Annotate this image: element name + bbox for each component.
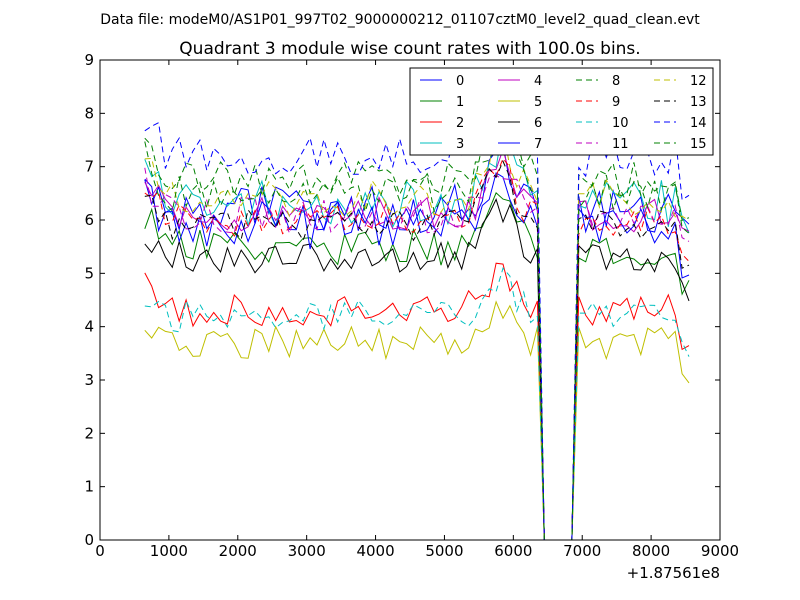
axis-ticks: 0 1000 2000 3000 4000 5000 6000 7000 8000 9000012… [84,51,739,560]
x-tick-label: 9000 [701,542,739,560]
x-tick-label: 2000 [219,542,257,560]
series-line-4 [144,147,690,541]
legend-label-7: 7 [534,137,542,152]
y-tick-label: 1 [84,478,94,496]
legend-label-0: 0 [456,74,464,89]
x-tick-label: 5000 [425,542,463,560]
y-tick-label: 3 [84,371,94,389]
y-tick-label: 0 [84,531,94,549]
x-tick-label: 3000 [288,542,326,560]
legend-label-5: 5 [534,95,542,110]
legend-frame [409,67,714,156]
y-tick-label: 7 [84,158,94,176]
series-line-13 [144,160,690,541]
legend-label-11: 11 [612,137,629,152]
chart-title: Quadrant 3 module wise count rates with … [179,39,640,59]
y-tick-label: 6 [84,211,94,229]
x-tick-label: 7000 [563,542,601,560]
series-line-1 [144,192,690,541]
legend-label-4: 4 [534,74,542,89]
legend-label-6: 6 [534,116,542,131]
series-line-6 [144,198,690,541]
legend-label-8: 8 [612,74,620,89]
plot-frame [99,59,721,541]
y-tick-label: 8 [84,104,94,122]
series-line-9 [144,157,690,541]
legend-label-14: 14 [690,116,707,131]
y-tick-label: 2 [84,424,94,442]
legend-label-1: 1 [456,95,464,110]
suptitle: Data file: modeM0/AS1P01_997T02_90000002… [100,12,700,28]
series-line-15 [144,119,690,541]
legend-label-2: 2 [456,116,464,131]
series-line-2 [144,262,690,541]
legend-label-3: 3 [456,137,464,152]
series-line-7 [144,172,690,541]
series-line-0 [144,142,690,541]
x-tick-label: 4000 [356,542,394,560]
y-tick-label: 5 [84,264,94,282]
legend-label-9: 9 [612,95,620,110]
plot-lines [144,93,690,541]
series-line-10 [144,267,690,541]
legend-label-10: 10 [612,116,629,131]
x-tick-label: 8000 [632,542,670,560]
x-tick-label: 0 [95,542,105,560]
x-tick-label: 6000 [494,542,532,560]
legend-label-15: 15 [690,137,707,152]
y-tick-label: 4 [84,318,94,336]
x-offset-label: +1.87561e8 [627,564,720,582]
y-tick-label: 9 [84,51,94,69]
series-line-11 [144,167,690,541]
series-line-8 [144,117,690,541]
legend-label-13: 13 [690,95,707,110]
legend-label-12: 12 [690,74,707,89]
x-tick-label: 1000 [150,542,188,560]
series-line-5 [144,300,690,541]
